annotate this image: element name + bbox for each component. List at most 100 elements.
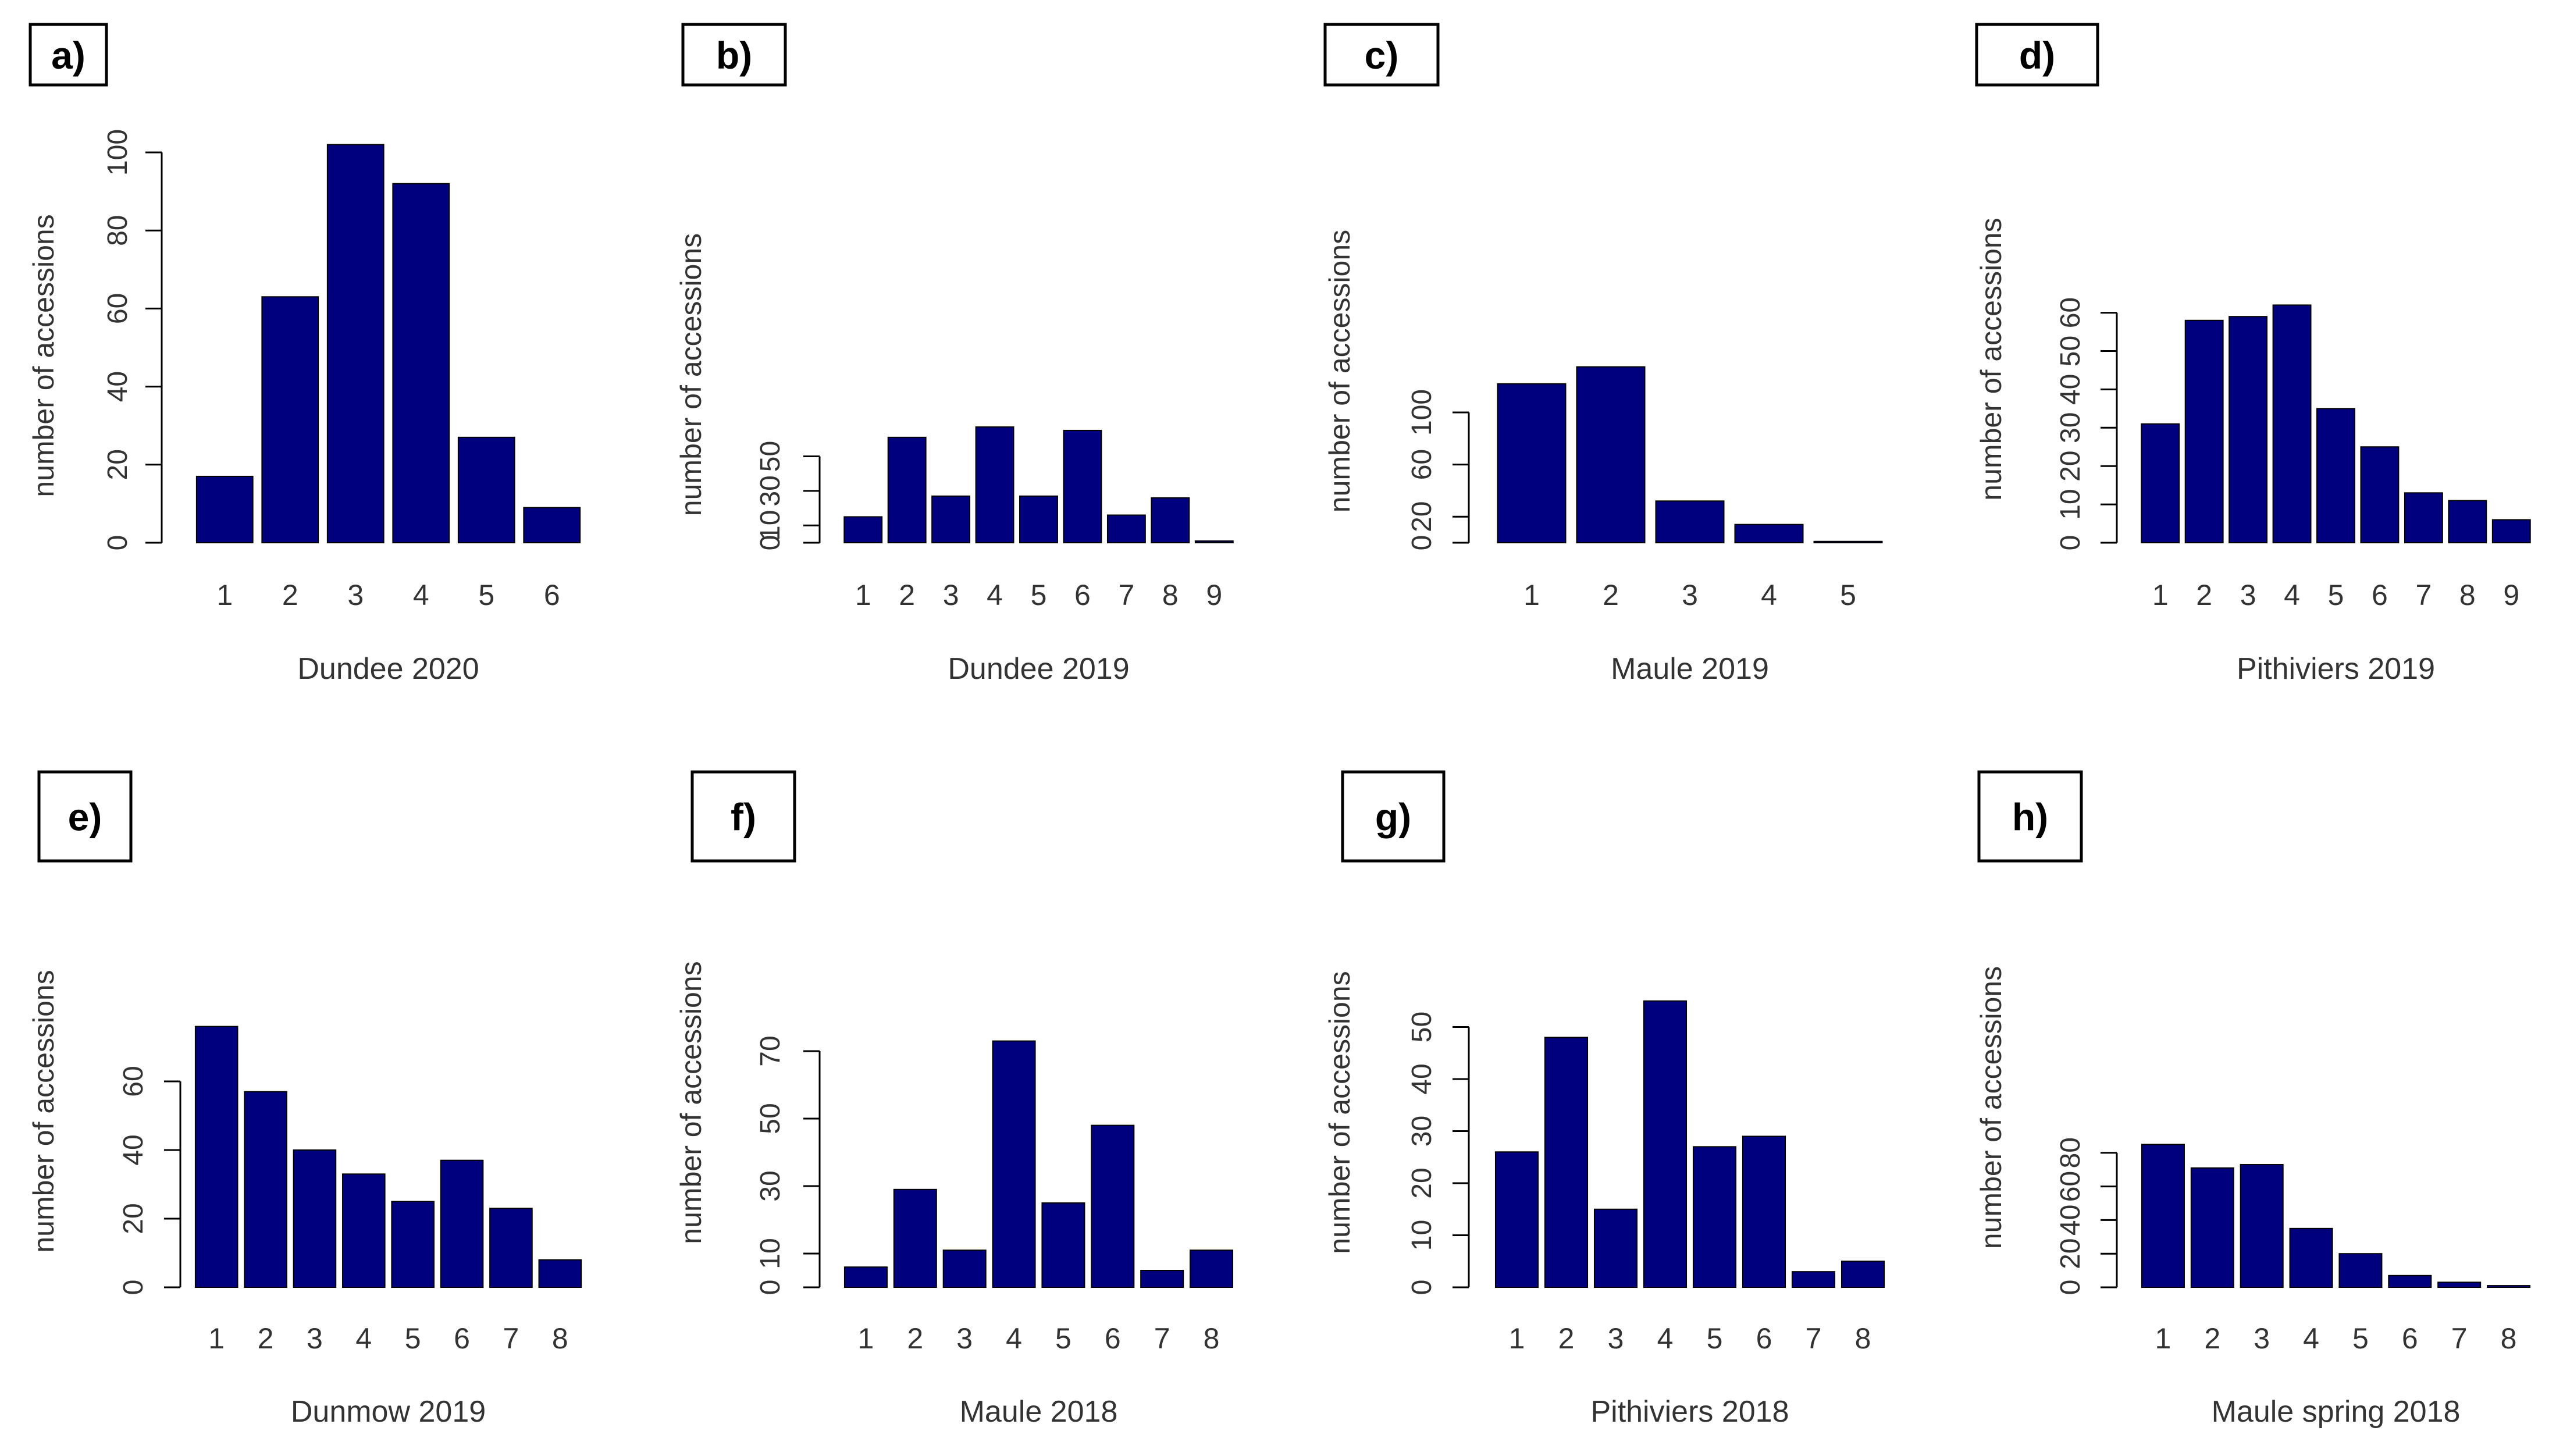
y-tick-label: 0 [1407,1280,1437,1295]
bar [2491,519,2531,544]
x-tick-label: 8 [1162,579,1179,611]
x-axis-label: Pithiviers 2018 [1590,1395,1789,1429]
y-tick-label: 100 [1407,389,1437,436]
bar [942,1249,987,1288]
x-tick-label: 1 [216,579,233,611]
panel-label: c) [1365,34,1399,77]
panel-label-box [690,770,796,863]
panel-label-box [1323,23,1440,87]
bar [457,436,515,544]
y-tick-label: 40 [102,371,133,402]
y-tick-label: 0 [2055,535,2086,551]
y-tick-label: 0 [118,1280,149,1295]
x-tick-label: 7 [503,1322,519,1355]
x-tick-label: 6 [544,579,560,611]
panel-label: h) [2012,796,2048,839]
bar [440,1159,484,1288]
bar [1734,524,1804,544]
bar [1151,497,1190,544]
bar [1791,1271,1836,1288]
x-tick-label: 3 [2240,579,2256,611]
bar [2360,446,2400,543]
bar [2487,1285,2531,1288]
y-tick-label: 50 [755,1103,786,1134]
bar [893,1188,937,1288]
y-tick-label: 40 [1407,1063,1437,1094]
bar [1813,540,1883,544]
x-tick-label: 3 [347,579,364,611]
bar [1194,540,1234,544]
bar [2338,1253,2383,1288]
x-tick-label: 6 [1105,1322,1121,1355]
x-tick-label: 6 [454,1322,470,1355]
x-tick-label: 1 [858,1322,874,1355]
bar [2316,408,2355,543]
x-tick-label: 1 [1509,1322,1525,1355]
y-tick-label: 10 [1407,1220,1437,1251]
bar [489,1208,533,1288]
x-axis-label: Maule 2018 [960,1395,1118,1429]
x-tick-label: 5 [1707,1322,1723,1355]
y-tick-label: 0 [755,1280,786,1295]
y-tick-label: 40 [2055,1205,2086,1236]
y-axis-label: number of accessions [1323,230,1356,512]
y-axis-label: number of accessions [675,961,707,1244]
x-tick-label: 4 [413,579,429,611]
x-tick-label: 4 [1657,1322,1674,1355]
bar [194,1026,238,1288]
bar [2272,304,2312,543]
y-tick-label: 50 [2055,336,2086,366]
x-tick-label: 5 [2328,579,2344,611]
y-tick-label: 10 [755,510,786,541]
bar [2289,1227,2333,1288]
x-tick-label: 3 [2254,1322,2270,1355]
x-axis-label: Maule spring 2018 [2212,1395,2461,1429]
bar [326,144,385,543]
x-tick-label: 1 [208,1322,225,1355]
y-tick-label: 20 [102,449,133,480]
x-tick-label: 2 [2196,579,2212,611]
x-tick-label: 7 [1806,1322,1822,1355]
bar [1091,1124,1135,1288]
y-axis-label: number of accessions [675,233,707,516]
x-tick-label: 2 [282,579,298,611]
bar [975,426,1014,544]
bar [1140,1270,1184,1288]
x-axis-label: Dunmow 2019 [291,1395,486,1429]
panel-label-box [681,23,787,87]
bar [391,1201,435,1288]
bar [1019,495,1058,543]
y-tick-label: 30 [755,475,786,506]
x-tick-label: 3 [307,1322,323,1355]
x-tick-label: 3 [956,1322,973,1355]
x-tick-label: 3 [1682,579,1698,611]
bar [538,1259,582,1288]
x-tick-label: 6 [1074,579,1091,611]
x-tick-label: 8 [2501,1322,2517,1355]
bar [1593,1208,1638,1288]
bar [1041,1202,1085,1288]
y-tick-label: 0 [1407,535,1437,551]
x-tick-label: 7 [1118,579,1134,611]
x-tick-label: 5 [1055,1322,1071,1355]
y-tick-label: 0 [102,535,133,551]
bar [523,507,581,543]
x-tick-label: 8 [1204,1322,1220,1355]
y-tick-label: 80 [102,215,133,246]
bar [1655,500,1725,544]
bar [342,1173,386,1288]
panel-label: f) [731,796,756,839]
bar [1643,1000,1688,1288]
y-tick-label: 50 [755,441,786,472]
bar [244,1091,287,1288]
y-tick-label: 60 [1407,449,1437,480]
panel-label: a) [51,34,86,77]
x-tick-label: 5 [1031,579,1047,611]
y-axis-label: number of accessions [1975,966,2007,1249]
x-tick-label: 5 [405,1322,421,1355]
panel-label: d) [2019,34,2055,77]
y-tick-label: 30 [1407,1116,1437,1147]
panel-label-box [1341,770,1446,863]
x-tick-label: 7 [2451,1322,2468,1355]
x-axis-label: Maule 2019 [1611,652,1769,686]
